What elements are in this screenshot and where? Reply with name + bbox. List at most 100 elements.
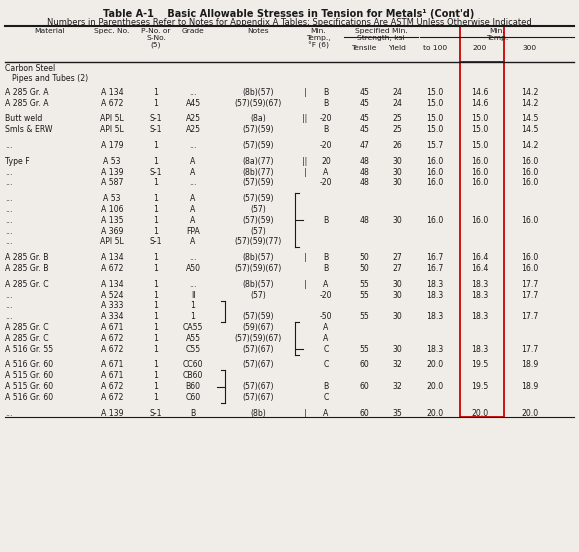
Text: A: A (190, 205, 196, 214)
Text: FPA: FPA (186, 227, 200, 236)
Text: CB60: CB60 (183, 371, 203, 380)
Text: 20.0: 20.0 (522, 408, 538, 418)
Text: A: A (324, 280, 329, 289)
Text: Type F: Type F (5, 157, 30, 166)
Text: A 672: A 672 (101, 393, 123, 402)
Text: 1: 1 (153, 194, 159, 203)
Text: 1: 1 (153, 280, 159, 289)
Text: B: B (324, 264, 329, 273)
Text: 16.0: 16.0 (521, 264, 538, 273)
Text: A25: A25 (185, 125, 200, 134)
Text: -50: -50 (320, 312, 332, 321)
Text: 1: 1 (190, 301, 196, 310)
Text: 55: 55 (359, 312, 369, 321)
Text: P-No. or
S-No.
(5): P-No. or S-No. (5) (141, 28, 171, 49)
Text: A 671: A 671 (101, 360, 123, 369)
Text: A 285 Gr. A: A 285 Gr. A (5, 88, 49, 97)
Text: ...: ... (189, 253, 197, 262)
Text: 16.4: 16.4 (471, 264, 489, 273)
Text: 14.5: 14.5 (521, 125, 538, 134)
Text: (8b)(77): (8b)(77) (242, 168, 274, 177)
Text: 16.0: 16.0 (471, 216, 489, 225)
Text: A 515 Gr. 60: A 515 Gr. 60 (5, 371, 53, 380)
Text: A: A (324, 168, 329, 177)
Text: 45: 45 (359, 114, 369, 124)
Text: A 139: A 139 (101, 168, 123, 177)
Text: 15.7: 15.7 (426, 141, 444, 150)
Text: A 285 Gr. C: A 285 Gr. C (5, 280, 49, 289)
Text: A: A (324, 408, 329, 418)
Text: (8b)(57): (8b)(57) (242, 253, 274, 262)
Text: B: B (324, 99, 329, 108)
Text: ...: ... (5, 227, 13, 236)
Text: 48: 48 (359, 168, 369, 177)
Text: A: A (190, 168, 196, 177)
Text: A: A (324, 323, 329, 332)
Text: A 134: A 134 (101, 280, 123, 289)
Text: 18.9: 18.9 (521, 360, 538, 369)
Text: 30: 30 (392, 168, 402, 177)
Text: A: A (190, 237, 196, 246)
Text: 300: 300 (523, 45, 537, 51)
Text: 16.0: 16.0 (521, 168, 538, 177)
Text: 16.0: 16.0 (521, 216, 538, 225)
Text: 27: 27 (392, 264, 402, 273)
Text: 1: 1 (153, 323, 159, 332)
Text: (8b): (8b) (250, 408, 266, 418)
Text: C: C (323, 393, 329, 402)
Text: 1: 1 (153, 371, 159, 380)
Text: (57)(59)(67): (57)(59)(67) (234, 264, 281, 273)
Text: (57)(59): (57)(59) (242, 141, 274, 150)
Text: Min.
Temp.: Min. Temp. (486, 28, 508, 41)
Text: ...: ... (5, 194, 13, 203)
Text: 20.0: 20.0 (427, 360, 444, 369)
Text: 1: 1 (153, 227, 159, 236)
Text: (57): (57) (250, 205, 266, 214)
Text: 60: 60 (359, 360, 369, 369)
Text: 18.9: 18.9 (521, 382, 538, 391)
Text: A 587: A 587 (101, 178, 123, 187)
Text: |: | (304, 280, 306, 289)
Text: ||: || (302, 157, 307, 166)
Text: 24: 24 (392, 99, 402, 108)
Text: B: B (324, 216, 329, 225)
Text: 50: 50 (359, 253, 369, 262)
Text: 16.4: 16.4 (471, 253, 489, 262)
Text: (57)(67): (57)(67) (242, 393, 274, 402)
Text: 32: 32 (392, 360, 402, 369)
Text: A 671: A 671 (101, 371, 123, 380)
Text: 32: 32 (392, 382, 402, 391)
Text: 18.3: 18.3 (426, 280, 444, 289)
Text: |: | (304, 408, 306, 418)
Text: A: A (190, 216, 196, 225)
Text: 14.6: 14.6 (471, 99, 489, 108)
Text: 45: 45 (359, 88, 369, 97)
Text: ...: ... (5, 216, 13, 225)
Text: 35: 35 (392, 408, 402, 418)
Text: Tensile: Tensile (351, 45, 377, 51)
Text: 1: 1 (153, 264, 159, 273)
Text: Numbers in Parentheses Refer to Notes for Appendix A Tables; Specifications Are : Numbers in Parentheses Refer to Notes fo… (47, 18, 532, 27)
Text: 19.5: 19.5 (471, 382, 489, 391)
Text: 15.0: 15.0 (471, 114, 489, 124)
Text: |: | (304, 168, 306, 177)
Text: A55: A55 (185, 334, 200, 343)
Text: (57)(59): (57)(59) (242, 178, 274, 187)
Text: 24: 24 (392, 88, 402, 97)
Text: S-1: S-1 (150, 408, 162, 418)
Text: (57)(67): (57)(67) (242, 344, 274, 354)
Text: B: B (190, 408, 196, 418)
Text: A 671: A 671 (101, 323, 123, 332)
Text: A 516 Gr. 60: A 516 Gr. 60 (5, 393, 53, 402)
Text: 25: 25 (392, 125, 402, 134)
Text: A 285 Gr. C: A 285 Gr. C (5, 323, 49, 332)
Text: 45: 45 (359, 125, 369, 134)
Text: A 672: A 672 (101, 344, 123, 354)
Text: 1: 1 (153, 301, 159, 310)
Text: 15.0: 15.0 (426, 99, 444, 108)
Text: (8b)(57): (8b)(57) (242, 88, 274, 97)
Text: -20: -20 (320, 178, 332, 187)
Text: 30: 30 (392, 178, 402, 187)
Bar (460, 62, 504, 417)
Text: 17.7: 17.7 (521, 280, 538, 289)
